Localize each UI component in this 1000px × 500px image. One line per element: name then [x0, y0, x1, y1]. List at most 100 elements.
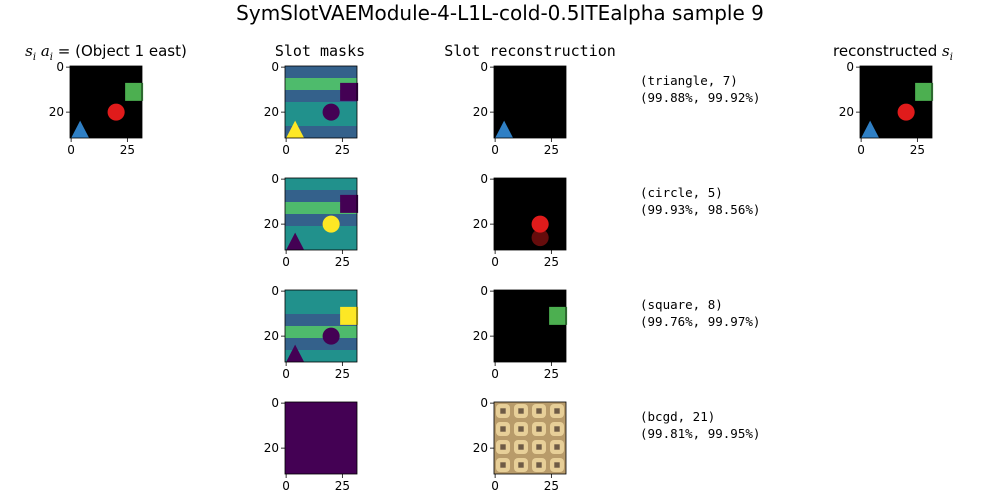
slot-4-recon-panel-blob-dark: [500, 462, 506, 468]
slot-4-recon-panel-blob-dark: [500, 408, 506, 414]
slot-4-recon-panel-blob-dark: [518, 444, 524, 450]
slot-2-mask-panel-cell: [321, 178, 333, 190]
slot-3-mask-panel-cell: [333, 290, 345, 302]
slot-4-scores: (99.81%, 99.95%): [640, 426, 760, 441]
slot-2-recon-panel-background: [494, 178, 566, 250]
slot-1-recon-panel-xtick-label-25: 25: [544, 143, 559, 157]
recon-column-header: Slot reconstruction: [444, 42, 616, 60]
slot-4-recon-panel-blob-dark: [554, 426, 560, 432]
slot-2-mask-panel-xtick-label-25: 25: [335, 255, 350, 269]
slot-2-mask-panel-cell: [321, 238, 333, 250]
input-scene-panel: 0 25 0 20: [49, 60, 144, 157]
input-scene-panel-frame: [69, 65, 143, 139]
slot-3-mask-panel-xtick-label-25: 25: [335, 367, 350, 381]
slot-3-mask-panel-triangle: [286, 344, 305, 362]
slot-1-mask-panel-triangle: [286, 120, 305, 138]
slot-1-mask-panel-cell: [321, 78, 333, 90]
figure-title: SymSlotVAEModule-4-L1L-cold-0.5ITEalpha …: [236, 1, 764, 25]
slot-3-mask-panel-cell: [297, 326, 309, 338]
reconstructed-scene-panel: 0 25 0 20: [839, 60, 934, 157]
input-header-eq: =: [53, 42, 75, 60]
slot-1-mask-panel-xtick-label-0: 0: [282, 143, 290, 157]
slot-3-recon-panel-square: [549, 306, 568, 325]
slot-1-mask-panel-cell: [285, 66, 297, 78]
slot-1-mask-panel-cell: [285, 102, 297, 114]
slot-1-mask-panel-xtick-label-25: 25: [335, 143, 350, 157]
slot-2-mask-panel-cell: [345, 226, 357, 238]
slot-4-recon-panel-blob-dark: [518, 408, 524, 414]
slot-2-mask-panel-cell: [285, 190, 297, 202]
slot-3-mask-panel-cell: [297, 338, 309, 350]
slot-2-mask-panel: 0 25 0 20: [264, 172, 359, 269]
slot-1-mask-panel-cell: [297, 114, 309, 126]
slot-4-mask-panel-frame: [284, 401, 358, 475]
slot-1-label: (triangle, 7): [640, 73, 738, 88]
slot-1-recon-panel-frame: [493, 65, 567, 139]
slot-3-mask-panel-cell: [309, 350, 321, 362]
slot-3-mask-panel-ytick-label-20: 20: [264, 329, 279, 343]
slot-2-recon-panel-xtick-label-25: 25: [544, 255, 559, 269]
final-header-s: s: [942, 42, 950, 60]
slot-3-mask-panel-frame: [284, 289, 358, 363]
slot-4-mask-panel-ytick-label-0: 0: [271, 396, 279, 410]
slot-1-mask-panel-cell: [345, 66, 357, 78]
slot-1-recon-panel-xtick-label-0: 0: [491, 143, 499, 157]
slot-2-mask-panel-cell: [285, 214, 297, 226]
slot-1-mask-panel-cell: [321, 66, 333, 78]
slot-4-recon-panel-blob-dark: [500, 426, 506, 432]
slot-4-mask-panel: 0 25 0 20: [264, 396, 358, 493]
slot-1-mask-panel-ytick-label-20: 20: [264, 105, 279, 119]
slot-1-mask-panel-cell: [309, 114, 321, 126]
slot-3-mask-panel-cell: [333, 350, 345, 362]
slot-4-recon-panel-blob-dark: [554, 462, 560, 468]
slot-2-mask-panel-cell: [309, 178, 321, 190]
slot-3-mask-panel-cell: [285, 290, 297, 302]
slot-3-mask-panel-cell: [309, 314, 321, 326]
slot-2-mask-panel-circle: [322, 215, 340, 233]
slot-1-mask-panel-cell: [309, 78, 321, 90]
slot-3-recon-panel-ytick-label-0: 0: [480, 284, 488, 298]
slot-2-mask-panel-square: [340, 194, 359, 213]
input-header-sub-i: i: [33, 52, 36, 63]
slot-1-mask-panel-cell: [285, 78, 297, 90]
slot-4-recon-panel-blob-dark: [536, 462, 542, 468]
slot-3-mask-panel-square: [340, 306, 359, 325]
input-header-s: s: [25, 42, 33, 60]
input-scene-panel-triangle: [71, 120, 90, 138]
slot-2-mask-panel-cell: [297, 202, 309, 214]
slot-1-mask-panel-cell: [333, 126, 345, 138]
input-header-sub-i2: i: [50, 52, 53, 63]
slot-1-mask-panel-cell: [309, 102, 321, 114]
input-scene-panel-square: [125, 82, 144, 101]
slot-4-recon-panel-frame: [493, 401, 567, 475]
slot-1-mask-panel-frame: [284, 65, 358, 139]
slot-2-mask-panel-cell: [309, 190, 321, 202]
slot-3-mask-panel-cell: [309, 290, 321, 302]
slot-1-recon-panel-ytick-label-20: 20: [473, 105, 488, 119]
slot-4-label: (bcgd, 21): [640, 409, 715, 424]
input-header-text: (Object 1 east): [75, 42, 187, 60]
slot-4-recon-panel-ytick-label-20: 20: [473, 441, 488, 455]
slot-1-mask-panel-cell: [309, 66, 321, 78]
slot-3-recon-panel-xtick-label-25: 25: [544, 367, 559, 381]
slot-2-scores: (99.93%, 98.56%): [640, 202, 760, 217]
slot-2-mask-panel-cell: [297, 226, 309, 238]
slot-3-mask-panel-ytick-label-0: 0: [271, 284, 279, 298]
slot-2-recon-panel-xtick-label-0: 0: [491, 255, 499, 269]
slot-2-mask-panel-cell: [285, 202, 297, 214]
slot-2-recon-panel-ytick-label-0: 0: [480, 172, 488, 186]
slot-3-mask-panel-cell: [297, 314, 309, 326]
slot-1-mask-panel-cell: [309, 126, 321, 138]
slot-2-mask-panel-cell: [297, 178, 309, 190]
slot-4-recon-panel-blob-dark: [536, 408, 542, 414]
slot-3-mask-panel-cell: [309, 338, 321, 350]
slot-2-mask-panel-triangle: [286, 232, 305, 250]
reconstructed-scene-panel-circle: [897, 103, 915, 121]
slot-1-mask-panel-ytick-label-0: 0: [271, 60, 279, 74]
slot-3-mask-panel: 0 25 0 20: [264, 284, 359, 381]
slot-1-recon-panel-ytick-label-0: 0: [480, 60, 488, 74]
slot-1-mask-panel-cell: [309, 90, 321, 102]
slot-1-recon-panel: 0 25 0 20: [473, 60, 567, 157]
